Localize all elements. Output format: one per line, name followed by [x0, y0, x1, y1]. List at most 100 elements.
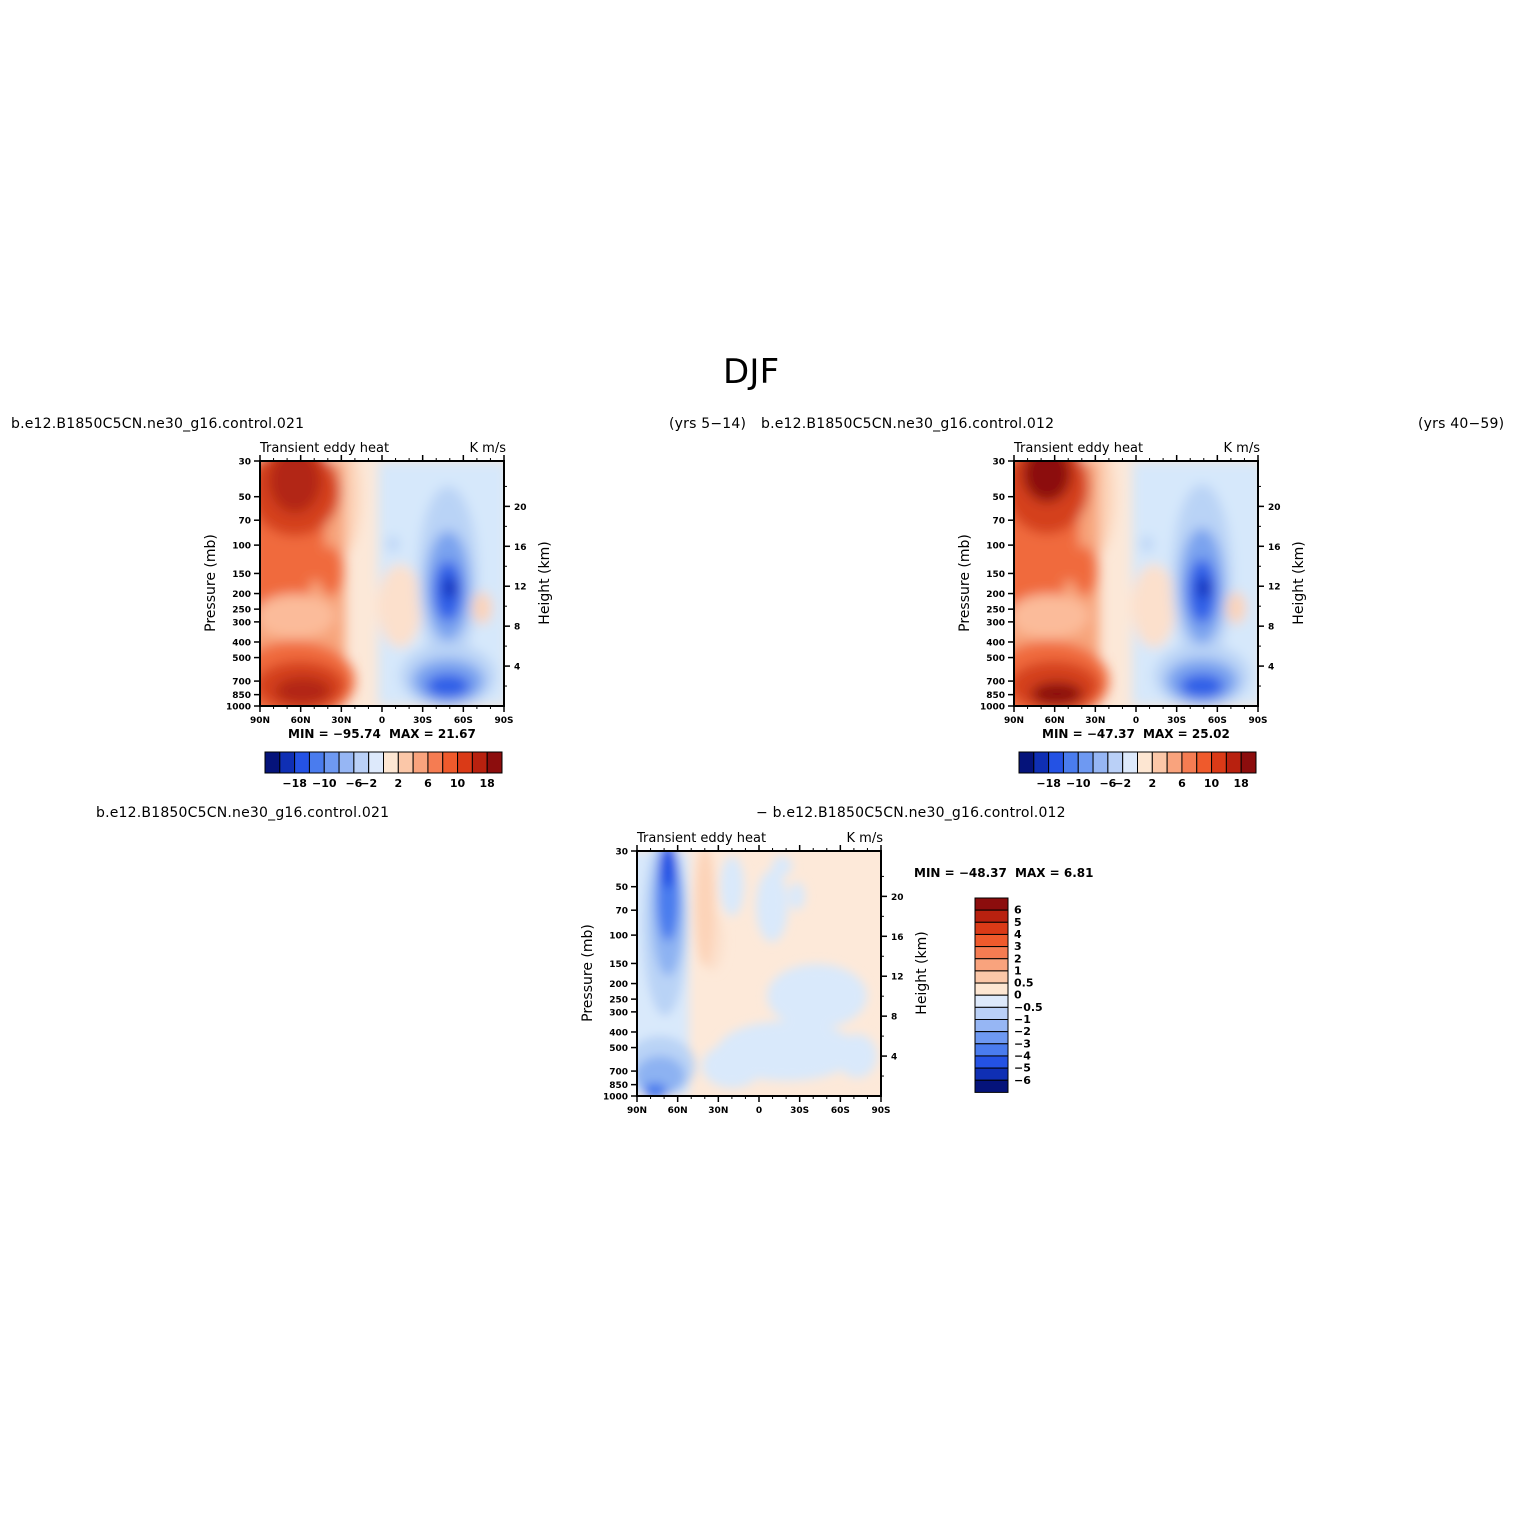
colorbar-label: −3 [1014, 1037, 1031, 1050]
colorbar-label: −10 [1066, 777, 1091, 790]
colorbar-label: −6 [1014, 1074, 1031, 1087]
height-tick-label: 12 [1268, 583, 1281, 593]
colorbar-label: 3 [1014, 940, 1022, 953]
panel2-case-label: b.e12.B1850C5CN.ne30_g16.control.012 [761, 416, 1055, 432]
latitude-tick-label: 30S [413, 716, 432, 726]
pressure-tick-label: 250 [986, 606, 1005, 616]
colorbar-box [1240, 751, 1257, 774]
height-tick-label: 16 [514, 543, 527, 553]
latitude-tick-label: 90N [250, 716, 270, 726]
pressure-tick-label: 50 [992, 493, 1005, 503]
latitude-tick-label: 30S [1167, 716, 1186, 726]
colorbar-box [974, 1006, 1009, 1021]
height-tick-label: 4 [1268, 663, 1274, 673]
colorbar-box [1092, 751, 1109, 774]
panel-2-max-label: MAX = 25.02 [1143, 727, 1230, 741]
height-tick-label: 20 [514, 503, 527, 513]
latitude-tick-label: 30N [331, 716, 351, 726]
pressure-tick-label: 50 [615, 883, 628, 893]
panel-1-max-label: MAX = 21.67 [389, 727, 476, 741]
colorbar-box [412, 751, 429, 774]
colorbar-label: −6 [1099, 777, 1116, 790]
colorbar-label: −1 [1014, 1013, 1031, 1026]
panel-1-chart: Transient eddy heat K m/s [203, 441, 553, 790]
colorbar-label: −4 [1014, 1049, 1031, 1062]
latitude-tick-label: 90S [1248, 716, 1267, 726]
colorbar-label: 2 [1148, 777, 1156, 790]
pressure-tick-label: 250 [609, 996, 628, 1006]
pressure-tick-label: 30 [992, 458, 1005, 468]
panel1-years-label: (yrs 5−14) [669, 416, 747, 432]
panel-3-contours [637, 851, 881, 1096]
latitude-tick-label: 60N [291, 716, 311, 726]
colorbar-label: 6 [424, 777, 432, 790]
colorbar-label: 10 [450, 777, 466, 790]
colorbar-box [427, 751, 444, 774]
latitude-tick-label: 60S [1208, 716, 1227, 726]
pressure-tick-label: 30 [615, 848, 628, 858]
pressure-tick-label: 300 [609, 1008, 628, 1018]
colorbar-label: −10 [312, 777, 337, 790]
pressure-tick-label: 200 [232, 590, 251, 600]
panel-1-ylabel: Pressure (mb) [203, 534, 219, 632]
panel-1-units: K m/s [470, 441, 507, 456]
colorbar-box [1181, 751, 1198, 774]
latitude-tick-label: 60N [668, 1106, 688, 1116]
colorbar-label: 1 [1014, 964, 1022, 977]
panel3-right-label: − b.e12.B1850C5CN.ne30_g16.control.012 [756, 805, 1066, 821]
colorbar-label: 6 [1178, 777, 1186, 790]
colorbar-box [974, 933, 1009, 948]
colorbar-label: 0.5 [1014, 977, 1034, 990]
colorbar-box [442, 751, 459, 774]
colorbar-box [353, 751, 370, 774]
panel-2-height-ticks: 20 16 12 8 4 [1258, 485, 1281, 687]
colorbar-box [323, 751, 340, 774]
latitude-tick-label: 0 [756, 1106, 762, 1116]
height-tick-label: 12 [891, 973, 904, 983]
colorbar-box [974, 1055, 1009, 1069]
colorbar-box [1225, 751, 1242, 774]
latitude-tick-label: 30N [708, 1106, 728, 1116]
panel-3-ylabel: Pressure (mb) [580, 924, 596, 1022]
colorbar-box [974, 1019, 1009, 1033]
pressure-tick-label: 400 [609, 1028, 628, 1038]
colorbar-box [974, 970, 1009, 984]
height-tick-label: 16 [891, 933, 904, 943]
panel-1-contours [260, 461, 504, 706]
latitude-tick-label: 90S [871, 1106, 890, 1116]
latitude-tick-label: 0 [1133, 716, 1139, 726]
height-tick-label: 20 [1268, 503, 1281, 513]
pressure-tick-label: 400 [986, 638, 1005, 648]
latitude-tick-label: 60S [831, 1106, 850, 1116]
panel3-left-label: b.e12.B1850C5CN.ne30_g16.control.021 [96, 805, 390, 821]
pressure-tick-label: 300 [232, 618, 251, 628]
height-tick-label: 8 [891, 1013, 897, 1023]
pressure-tick-label: 70 [992, 517, 1005, 527]
latitude-tick-label: 60S [454, 716, 473, 726]
colorbar-box [974, 897, 1009, 911]
colorbar-box [1137, 751, 1153, 774]
latitude-tick-label: 90S [494, 716, 513, 726]
pressure-tick-label: 150 [609, 960, 628, 970]
pressure-tick-label: 150 [232, 570, 251, 580]
panel-3-units: K m/s [847, 831, 884, 846]
pressure-tick-label: 300 [986, 618, 1005, 628]
pressure-tick-label: 1000 [980, 703, 1005, 713]
panel-2-min-label: MIN = −47.37 [1042, 727, 1135, 741]
colorbar-box [1048, 751, 1064, 774]
pressure-tick-label: 700 [232, 678, 251, 688]
colorbar-box [1077, 751, 1094, 774]
panel-3-latitude-ticks: 90N 60N 30N 0 30S 60S 90S [627, 845, 891, 1116]
panel2-years-label: (yrs 40−59) [1418, 416, 1505, 432]
colorbar-box [471, 751, 488, 774]
height-tick-label: 16 [1268, 543, 1281, 553]
colorbar-label: −2 [1114, 777, 1131, 790]
panel-1-ylabel-right: Height (km) [537, 541, 553, 624]
pressure-tick-label: 200 [986, 590, 1005, 600]
panel-2-colorbar: −18 −10 −6−2 2 6 10 18 [1018, 751, 1257, 790]
pressure-tick-label: 700 [609, 1068, 628, 1078]
panel-3-pressure-ticks: 30 50 70 100 150 200 250 300 400 500 700 850 1000 [603, 848, 637, 1103]
pressure-tick-label: 100 [232, 542, 251, 552]
colorbar-label: −5 [1014, 1062, 1031, 1075]
